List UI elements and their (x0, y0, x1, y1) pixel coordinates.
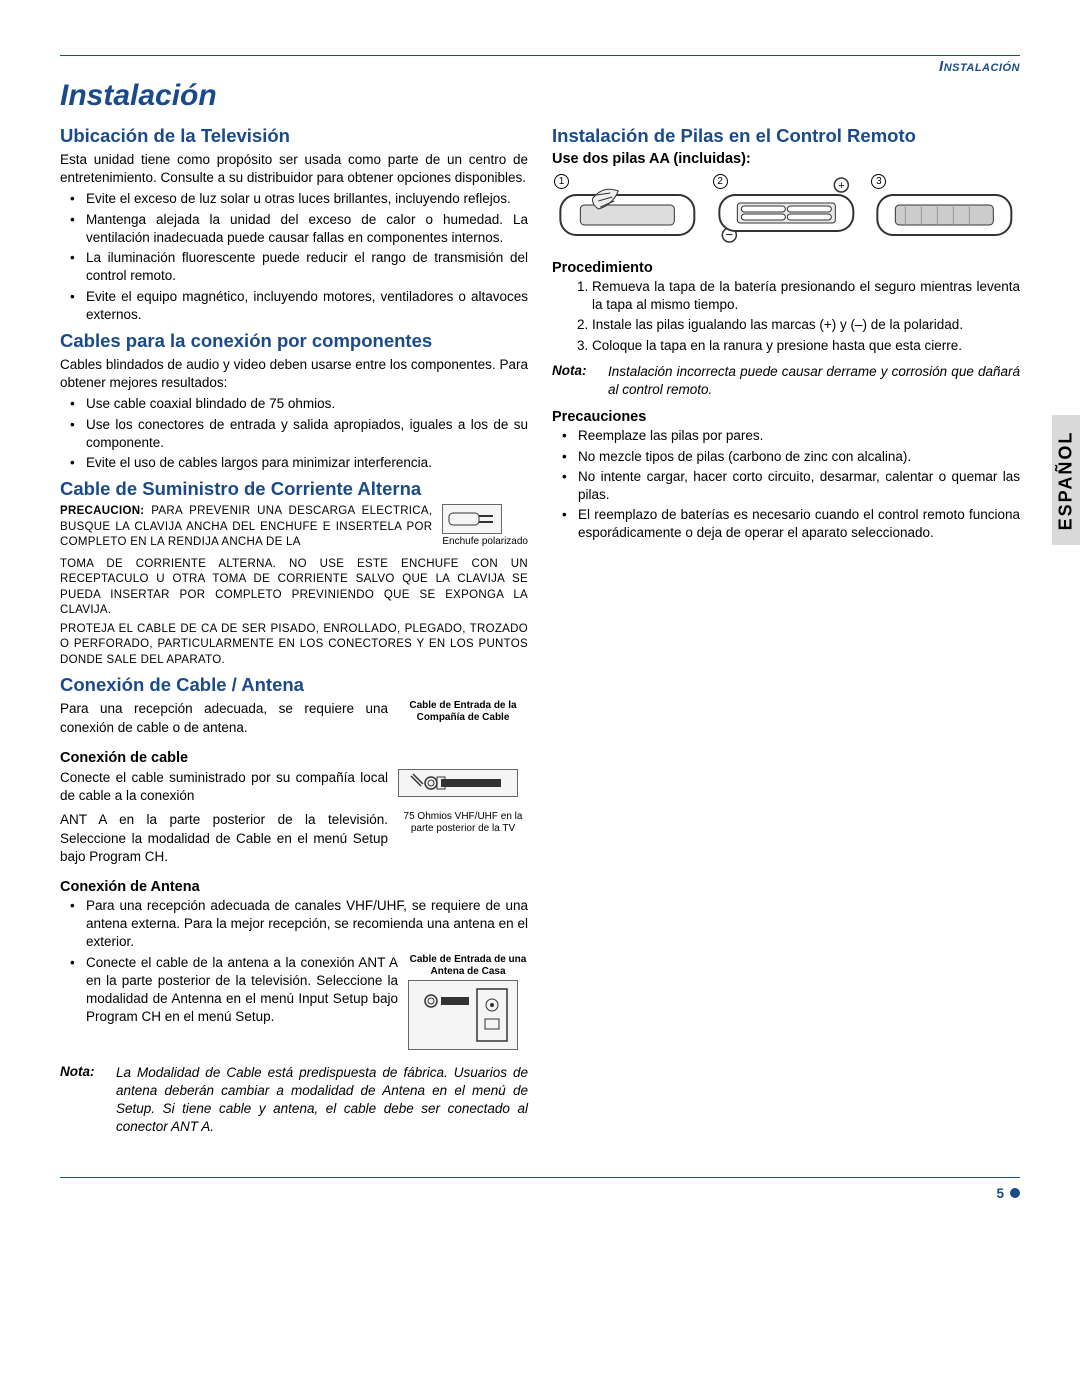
page-dot-icon (1010, 1188, 1020, 1198)
ohm-caption: 75 Ohmios VHF/UHF en la parte posterior … (398, 811, 528, 835)
list-item: Use los conectores de entrada y salida a… (86, 416, 528, 452)
antenna-figure: Cable de Entrada de una Antena de Casa (408, 954, 528, 1052)
step-number: 3 (871, 174, 886, 189)
list-item: Mantenga alejada la unidad del exceso de… (86, 211, 528, 247)
svg-text:+: + (838, 180, 844, 192)
language-tab: ESPAÑOL (1052, 415, 1080, 545)
list-item: El reemplazo de baterías es necesario cu… (578, 506, 1020, 542)
list-item: Use cable coaxial blindado de 75 ohmios. (86, 395, 528, 413)
battery-diagram: 1 2 + − (552, 175, 1020, 248)
list-item: Reemplaze las pilas por pares. (578, 427, 1020, 445)
text: Cables blindados de audio y video deben … (60, 356, 528, 392)
heading-conexion-cable-antena: Conexión de Cable / Antena (60, 674, 528, 696)
nota-label: Nota: (552, 363, 596, 399)
language-tab-label: ESPAÑOL (1056, 430, 1077, 530)
caption: Cable de Entrada de la Compañía de Cable (398, 700, 528, 724)
list-item: Remueva la tapa de la batería presionand… (592, 278, 1020, 314)
subhead-conexion-antena: Conexión de Antena (60, 879, 528, 895)
step-number: 1 (554, 174, 569, 189)
heading-ubicacion: Ubicación de la Televisión (60, 125, 528, 147)
nota-label: Nota: (60, 1064, 104, 1137)
breadcrumb: Instalación (939, 58, 1020, 75)
step-number: 2 (713, 174, 728, 189)
heading-pilas: Instalación de Pilas en el Control Remot… (552, 125, 1020, 147)
caption: 75 Ohmios VHF/UHF en la parte posterior … (404, 811, 523, 834)
list-item: Instale las pilas igualando las marcas (… (592, 316, 1020, 334)
page-title: Instalación (60, 79, 1020, 113)
list-item: No mezcle tipos de pilas (carbono de zin… (578, 448, 1020, 466)
list-item: Para una recepción adecuada de canales V… (86, 897, 528, 952)
page-number: 5 (996, 1186, 1004, 1201)
plug-figure: Enchufe polarizado (442, 504, 528, 548)
precaution-text: TOMA DE CORRIENTE ALTERNA. NO USE ESTE E… (60, 557, 528, 619)
nota-text: La Modalidad de Cable está predispuesta … (116, 1064, 528, 1137)
heading-cable-ca: Cable de Suministro de Corriente Alterna (60, 478, 528, 500)
cable-company-figure: Cable de Entrada de la Compañía de Cable (398, 700, 528, 726)
coax-figure (398, 769, 528, 799)
list-item: Evite el equipo magnético, incluyendo mo… (86, 288, 528, 324)
list-item: No intente cargar, hacer corto circuito,… (578, 468, 1020, 504)
list-item: Cable de Entrada de una Antena de Casa (86, 954, 528, 1056)
heading-cables-componentes: Cables para la conexión por componentes (60, 330, 528, 352)
text: Esta unidad tiene como propósito ser usa… (60, 151, 528, 187)
nota-text: Instalación incorrecta puede causar derr… (608, 363, 1020, 399)
caption: Enchufe polarizado (442, 536, 528, 547)
list-item: La iluminación fluorescente puede reduci… (86, 249, 528, 285)
list-item: Evite el uso de cables largos para minim… (86, 454, 528, 472)
list-item: Evite el exceso de luz solar u otras luc… (86, 190, 528, 208)
subhead-conexion-cable: Conexión de cable (60, 750, 528, 766)
caption: Cable de Entrada de una Antena de Casa (408, 954, 528, 978)
list-item: Coloque la tapa en la ranura y presione … (592, 337, 1020, 355)
subhead-precauciones: Precauciones (552, 409, 1020, 425)
subhead-use-pilas: Use dos pilas AA (incluidas): (552, 151, 1020, 167)
subhead-procedimiento: Procedimiento (552, 260, 1020, 276)
precaution-text: PROTEJA EL CABLE DE CA DE SER PISADO, EN… (60, 622, 528, 669)
